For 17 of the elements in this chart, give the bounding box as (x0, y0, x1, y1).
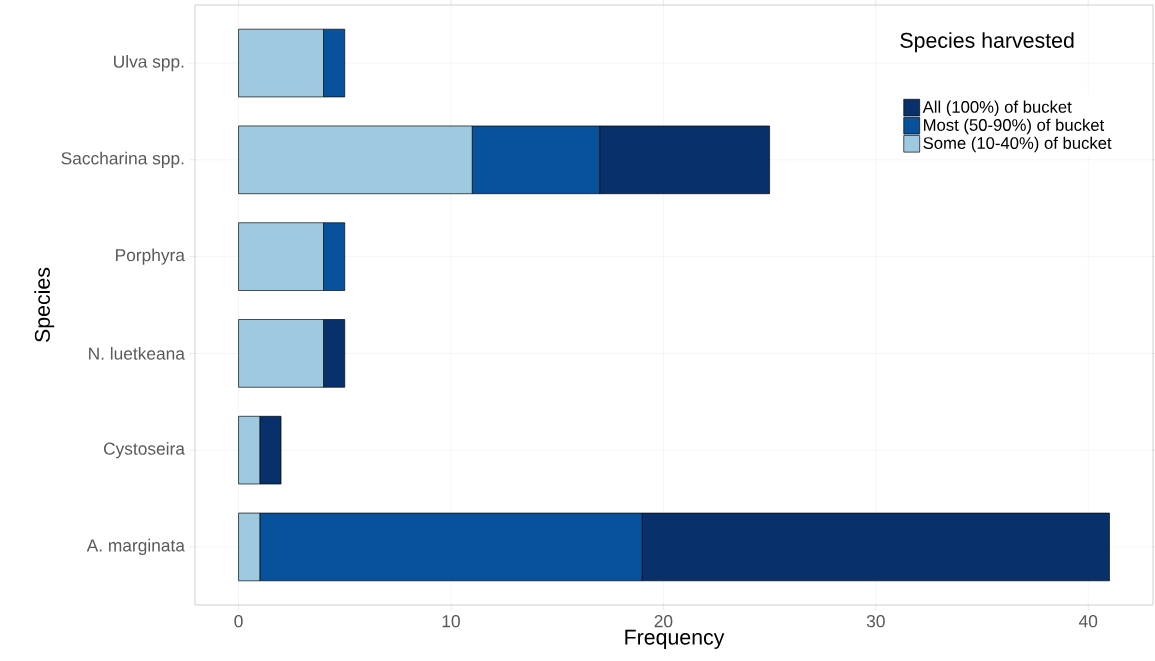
y-tick-label: Cystoseira (103, 442, 185, 459)
x-tick-label: 20 (654, 615, 673, 628)
y-tick-label: A. marginata (86, 538, 185, 556)
y-tick-label: N. luetkeana (89, 347, 185, 360)
y-axis-title: Species (34, 267, 55, 342)
legend-label: Some (10-40%) of bucket (923, 136, 1112, 153)
legend-label: Most (50-90%) of bucket (924, 118, 1105, 135)
x-tick-label: 30 (866, 615, 885, 628)
x-tick-label: 10 (442, 615, 460, 628)
legend-label: All (100%) of bucket (922, 100, 1072, 117)
x-tick-label: 0 (234, 615, 243, 628)
legend-title: Species harvested (900, 32, 1074, 53)
x-tick-label: 40 (1078, 615, 1098, 628)
y-tick-label: Ulva spp. (114, 54, 184, 72)
x-axis-title: Frequency (625, 629, 725, 649)
y-tick-label: Porphyra (116, 248, 185, 265)
y-tick-label: Saccharina spp. (61, 151, 184, 168)
